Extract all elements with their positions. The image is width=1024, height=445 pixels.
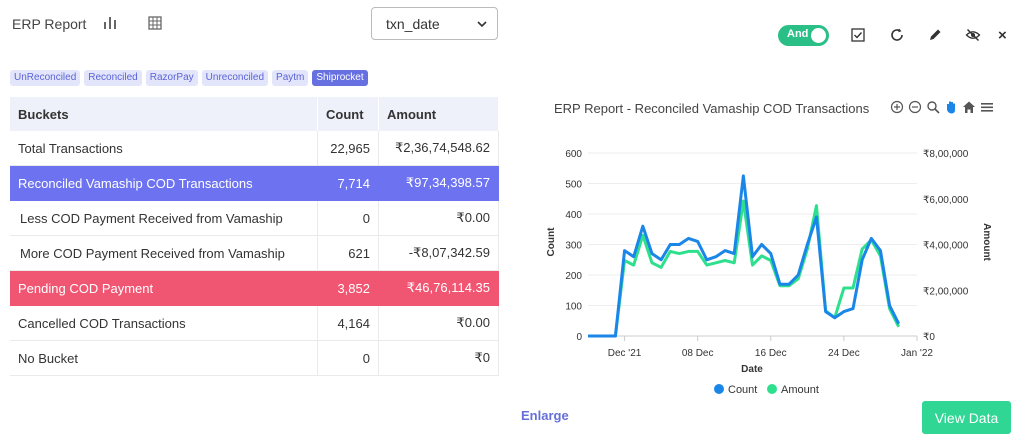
x-tick-label: Dec '21 xyxy=(608,348,642,359)
home-icon[interactable] xyxy=(962,99,976,115)
y2-tick-label: ₹4,00,000 xyxy=(923,241,969,252)
bar-chart-icon[interactable] xyxy=(101,14,119,32)
legend-marker-count xyxy=(714,384,724,394)
table-row[interactable]: Pending COD Payment 3,852 ₹46,76,114.35 xyxy=(10,270,499,306)
line-chart: 0 100 200 300 400 500 600 ₹0 ₹2,00,000 ₹4,00,000… xyxy=(546,149,992,396)
tag-shiprocket[interactable]: Shiprocket xyxy=(312,70,368,86)
series-line-count xyxy=(588,174,901,338)
y2-axis-label: Amount xyxy=(981,223,992,261)
legend-item-count[interactable]: Count xyxy=(714,384,757,396)
table-row[interactable]: Less COD Payment Received from Vamaship … xyxy=(10,200,499,236)
x-tick-label: 08 Dec xyxy=(682,348,714,359)
y-tick-label: 600 xyxy=(565,149,582,160)
y-tick-label: 500 xyxy=(565,180,582,191)
chevron-down-icon xyxy=(477,20,487,27)
select-value: txn_date xyxy=(386,15,440,32)
bucket-count: 7,714 xyxy=(317,165,379,201)
tag-reconciled[interactable]: Reconciled xyxy=(84,70,142,86)
y2-tick-label: ₹8,00,000 xyxy=(923,149,969,160)
bucket-count: 0 xyxy=(317,340,379,376)
toggle-knob xyxy=(811,28,826,43)
bucket-name: Total Transactions xyxy=(10,131,319,166)
y2-tick-label: ₹0 xyxy=(923,332,935,343)
menu-icon[interactable] xyxy=(980,99,994,115)
and-toggle[interactable]: And xyxy=(778,25,829,46)
legend: Count Amount xyxy=(714,384,819,396)
bucket-amount: ₹0.00 xyxy=(378,305,499,341)
checkbox-icon[interactable] xyxy=(850,27,866,43)
tag-razorpay[interactable]: RazorPay xyxy=(145,70,198,86)
table-header-row: Buckets Count Amount xyxy=(10,97,499,131)
x-axis-label: Date xyxy=(741,364,763,375)
y-axis-label: Count xyxy=(546,227,557,257)
x-tick-label: 24 Dec xyxy=(828,348,860,359)
chart-title: ERP Report - Reconciled Vamaship COD Tra… xyxy=(554,101,870,116)
bucket-name: Reconciled Vamaship COD Transactions xyxy=(10,165,319,201)
pan-hand-icon[interactable] xyxy=(944,99,958,115)
table-row[interactable]: Reconciled Vamaship COD Transactions 7,7… xyxy=(10,165,499,201)
y2-tick-label: ₹6,00,000 xyxy=(923,195,969,206)
legend-item-amount[interactable]: Amount xyxy=(767,384,819,396)
view-data-button[interactable]: View Data xyxy=(922,401,1011,434)
header-count: Count xyxy=(317,97,379,131)
bucket-count: 0 xyxy=(317,200,379,236)
zoom-out-icon[interactable] xyxy=(908,99,922,115)
bucket-count: 4,164 xyxy=(317,305,379,341)
y-tick-label: 0 xyxy=(576,332,582,343)
bucket-name: Cancelled COD Transactions xyxy=(10,305,319,341)
bucket-count: 22,965 xyxy=(317,131,379,166)
series-line-amount xyxy=(588,199,901,338)
bucket-amount: ₹97,34,398.57 xyxy=(378,165,499,201)
refresh-icon[interactable] xyxy=(889,27,905,43)
tag-unreconciled[interactable]: Unreconciled xyxy=(201,70,269,86)
close-icon[interactable]: × xyxy=(998,27,1007,44)
header-buckets: Buckets xyxy=(10,97,319,131)
x-tick-label: 16 Dec xyxy=(755,348,787,359)
y-tick-label: 400 xyxy=(565,210,582,221)
legend-label-count: Count xyxy=(728,384,757,396)
enlarge-link[interactable]: Enlarge xyxy=(521,408,569,423)
bucket-name: Less COD Payment Received from Vamaship xyxy=(10,200,319,236)
tag-unreconciled-upper[interactable]: UnReconciled xyxy=(10,70,81,86)
bucket-amount: ₹0.00 xyxy=(378,200,499,236)
legend-marker-amount xyxy=(767,384,777,394)
eye-slash-icon[interactable] xyxy=(965,27,981,43)
bucket-name: No Bucket xyxy=(10,340,319,376)
bucket-count: 621 xyxy=(317,235,379,271)
bucket-name: Pending COD Payment xyxy=(10,270,319,306)
legend-label-amount: Amount xyxy=(781,384,819,396)
table-row[interactable]: Cancelled COD Transactions 4,164 ₹0.00 xyxy=(10,305,499,341)
bucket-amount: ₹2,36,74,548.62 xyxy=(378,131,499,166)
bucket-count: 3,852 xyxy=(317,270,379,306)
chart-toolbar xyxy=(890,99,994,115)
date-field-select[interactable]: txn_date xyxy=(371,7,498,40)
magnifier-icon[interactable] xyxy=(926,99,940,115)
y-tick-label: 200 xyxy=(565,271,582,282)
zoom-in-icon[interactable] xyxy=(890,99,904,115)
bucket-amount: ₹46,76,114.35 xyxy=(378,270,499,306)
header-amount: Amount xyxy=(378,97,499,131)
bucket-name: More COD Payment Received from Vamaship xyxy=(10,235,319,271)
bucket-amount: ₹0 xyxy=(378,340,499,376)
y-tick-label: 100 xyxy=(565,302,582,313)
toggle-label: And xyxy=(787,28,809,40)
pencil-icon[interactable] xyxy=(927,27,943,43)
table-row[interactable]: Total Transactions 22,965 ₹2,36,74,548.6… xyxy=(10,131,499,166)
y-tick-label: 300 xyxy=(565,241,582,252)
filter-tags: UnReconciled Reconciled RazorPay Unrecon… xyxy=(10,70,368,86)
y2-tick-label: ₹2,00,000 xyxy=(923,286,969,297)
table-row[interactable]: More COD Payment Received from Vamaship … xyxy=(10,235,499,271)
table-icon[interactable] xyxy=(146,14,164,32)
x-tick-label: Jan '22 xyxy=(901,348,933,359)
tag-paytm[interactable]: Paytm xyxy=(272,70,309,86)
page-title: ERP Report xyxy=(12,16,87,32)
table-row[interactable]: No Bucket 0 ₹0 xyxy=(10,340,499,376)
bucket-amount: -₹8,07,342.59 xyxy=(378,235,499,271)
buckets-table: Buckets Count Amount Total Transactions … xyxy=(10,97,499,376)
